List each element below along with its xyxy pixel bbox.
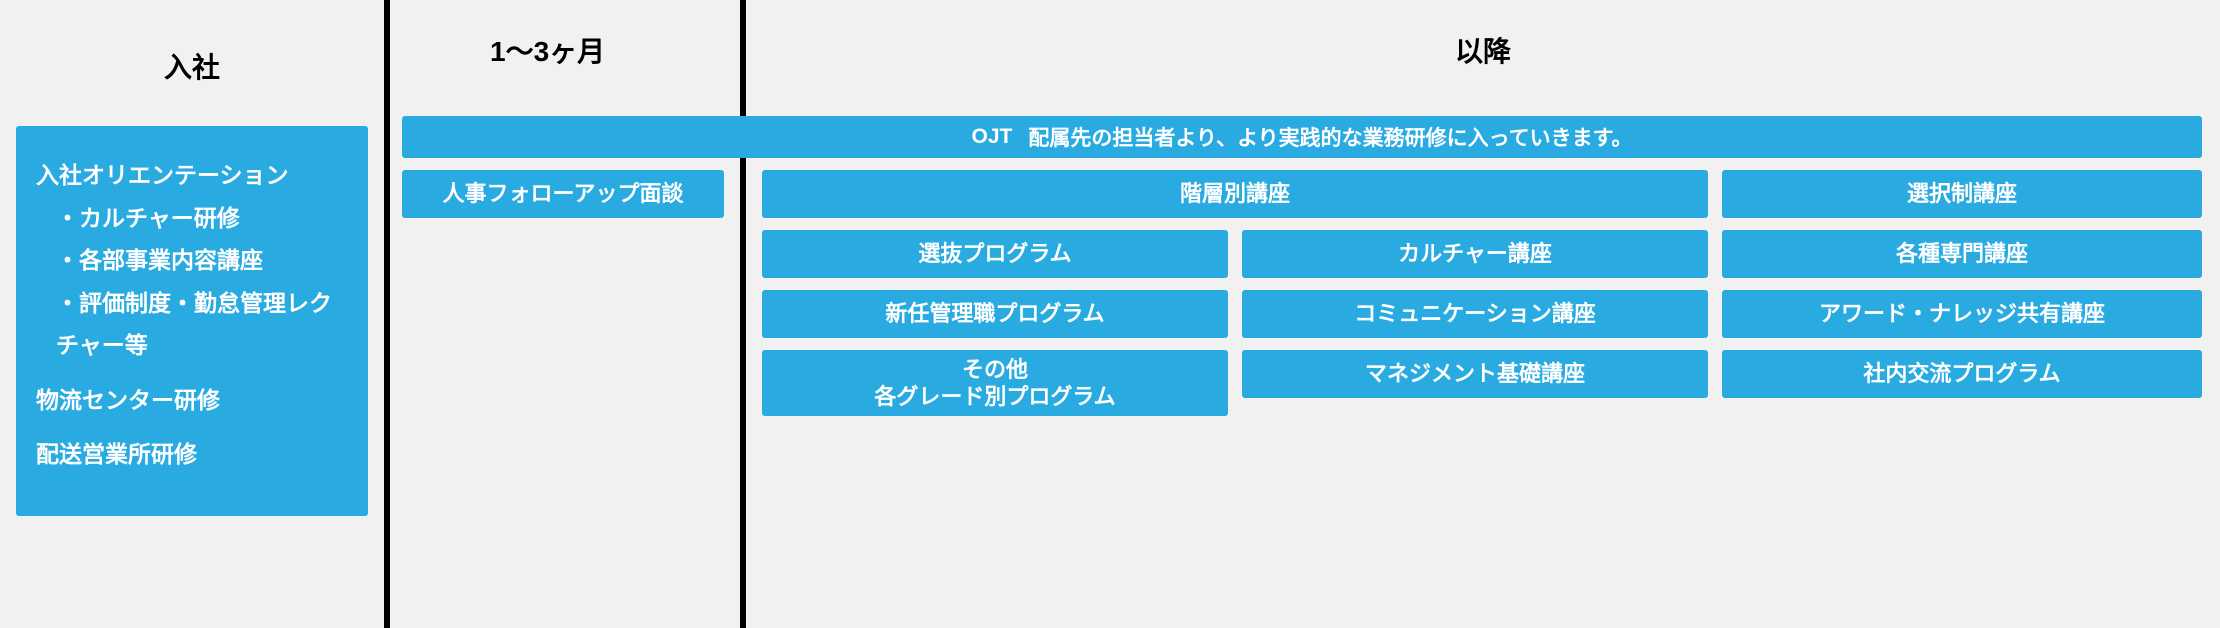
- shanai-box: 社内交流プログラム: [1722, 350, 2202, 398]
- hr-followup-box: 人事フォローアップ面談: [402, 170, 724, 218]
- column-joining: 入社 入社オリエンテーション ・カルチャー研修 ・各部事業内容講座 ・評価制度・…: [0, 0, 390, 628]
- orientation-box: 入社オリエンテーション ・カルチャー研修 ・各部事業内容講座 ・評価制度・勤怠管…: [16, 126, 368, 516]
- logistics-center-training: 物流センター研修: [36, 379, 348, 422]
- orientation-bullet-business: ・各部事業内容講座: [36, 239, 348, 282]
- training-timeline-diagram: 入社 入社オリエンテーション ・カルチャー研修 ・各部事業内容講座 ・評価制度・…: [0, 0, 2220, 628]
- shinnin-box: 新任管理職プログラム: [762, 290, 1228, 338]
- award-box: アワード・ナレッジ共有講座: [1722, 290, 2202, 338]
- culture-box: カルチャー講座: [1242, 230, 1708, 278]
- kakushu-box: 各種専門講座: [1722, 230, 2202, 278]
- ojt-prefix: OJT: [971, 125, 1012, 149]
- orientation-title: 入社オリエンテーション: [36, 154, 348, 197]
- columns-2-3-wrapper: 1〜3ヶ月 以降 OJT 配属先の担当者より、より実践的な業務研修に入っていきま…: [390, 0, 2220, 628]
- ojt-text: 配属先の担当者より、より実践的な業務研修に入っていきます。: [1028, 122, 1632, 152]
- sonota-box: その他 各グレード別プログラム: [762, 350, 1228, 416]
- orientation-bullet-culture: ・カルチャー研修: [36, 197, 348, 240]
- orientation-bullet-evaluation: ・評価制度・勤怠管理レクチャー等: [36, 282, 348, 367]
- sonota-line1: その他: [962, 356, 1028, 384]
- ojt-bar: OJT 配属先の担当者より、より実践的な業務研修に入っていきます。: [402, 116, 2202, 158]
- management-box: マネジメント基礎講座: [1242, 350, 1708, 398]
- senbatsu-box: 選抜プログラム: [762, 230, 1228, 278]
- delivery-office-training: 配送営業所研修: [36, 433, 348, 476]
- sonota-line2: 各グレード別プログラム: [874, 383, 1115, 411]
- column-joining-header: 入社: [16, 16, 368, 126]
- commu-box: コミュニケーション講座: [1242, 290, 1708, 338]
- sentakusei-box: 選択制講座: [1722, 170, 2202, 218]
- kaisou-box: 階層別講座: [762, 170, 1708, 218]
